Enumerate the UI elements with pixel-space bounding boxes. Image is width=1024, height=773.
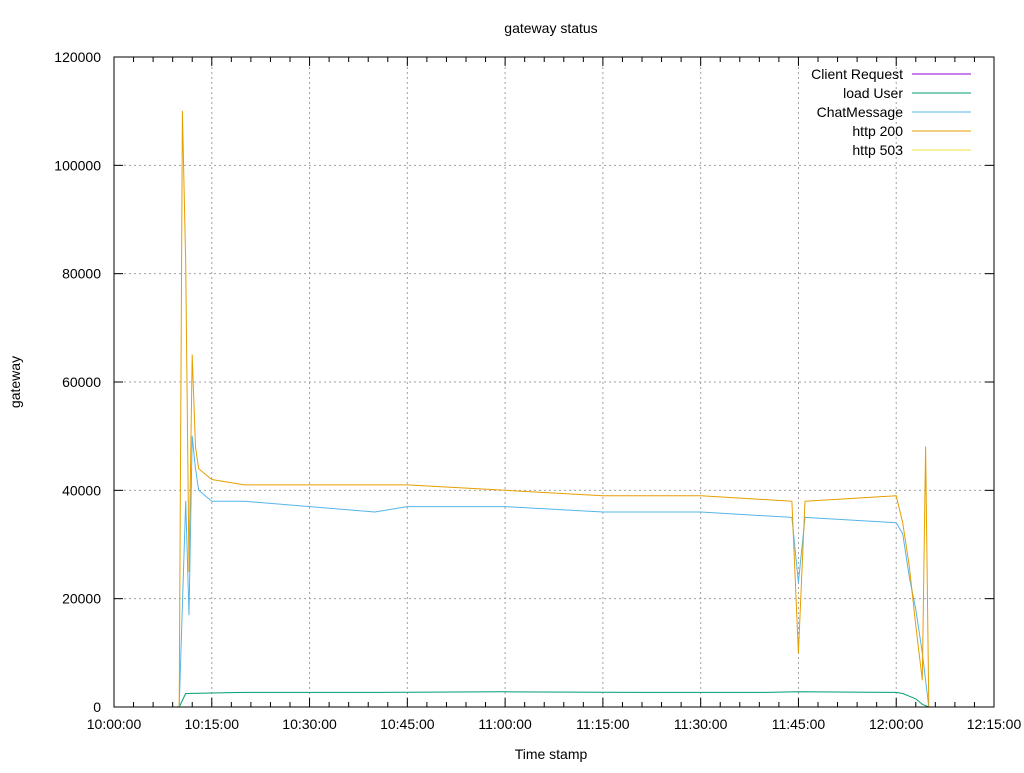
chart-title: gateway status <box>504 20 597 36</box>
x-tick-label: 11:45:00 <box>772 716 826 732</box>
grid <box>114 57 994 707</box>
x-tick-label: 12:00:00 <box>869 716 924 732</box>
x-tick-label: 12:15:00 <box>967 716 1022 732</box>
legend-label: ChatMessage <box>817 104 904 120</box>
legend-label: Client Request <box>811 66 903 82</box>
y-tick-label: 60000 <box>62 374 101 390</box>
legend-label: http 200 <box>852 123 903 139</box>
series-line-4 <box>178 110 930 708</box>
x-tick-label: 11:00:00 <box>478 716 532 732</box>
y-tick-label: 0 <box>93 699 101 715</box>
y-axis-label: gateway <box>7 356 23 408</box>
x-tick-label: 10:45:00 <box>380 716 435 732</box>
x-axis-label: Time stamp <box>515 746 588 762</box>
y-tick-label: 20000 <box>62 591 101 607</box>
axis-ticks <box>113 56 995 708</box>
y-tick-label: 40000 <box>62 482 101 498</box>
tick-labels: 10:00:00 10:15:00 10:30:00 10:45:00 11:00:00… <box>54 49 1021 732</box>
y-tick-label: 120000 <box>54 49 101 65</box>
series-line-3 <box>178 435 930 708</box>
legend: Client Request load User ChatMessage http 2… <box>811 66 971 158</box>
series-line-2 <box>178 691 929 708</box>
legend-label: http 503 <box>852 142 903 158</box>
y-tick-label: 100000 <box>54 157 101 173</box>
y-tick-label: 80000 <box>62 266 101 282</box>
legend-label: load User <box>843 85 903 101</box>
x-tick-label: 11:15:00 <box>576 716 630 732</box>
x-tick-label: 10:30:00 <box>282 716 337 732</box>
x-tick-label: 11:30:00 <box>674 716 728 732</box>
x-tick-label: 10:15:00 <box>185 716 240 732</box>
x-tick-label: 10:00:00 <box>87 716 142 732</box>
